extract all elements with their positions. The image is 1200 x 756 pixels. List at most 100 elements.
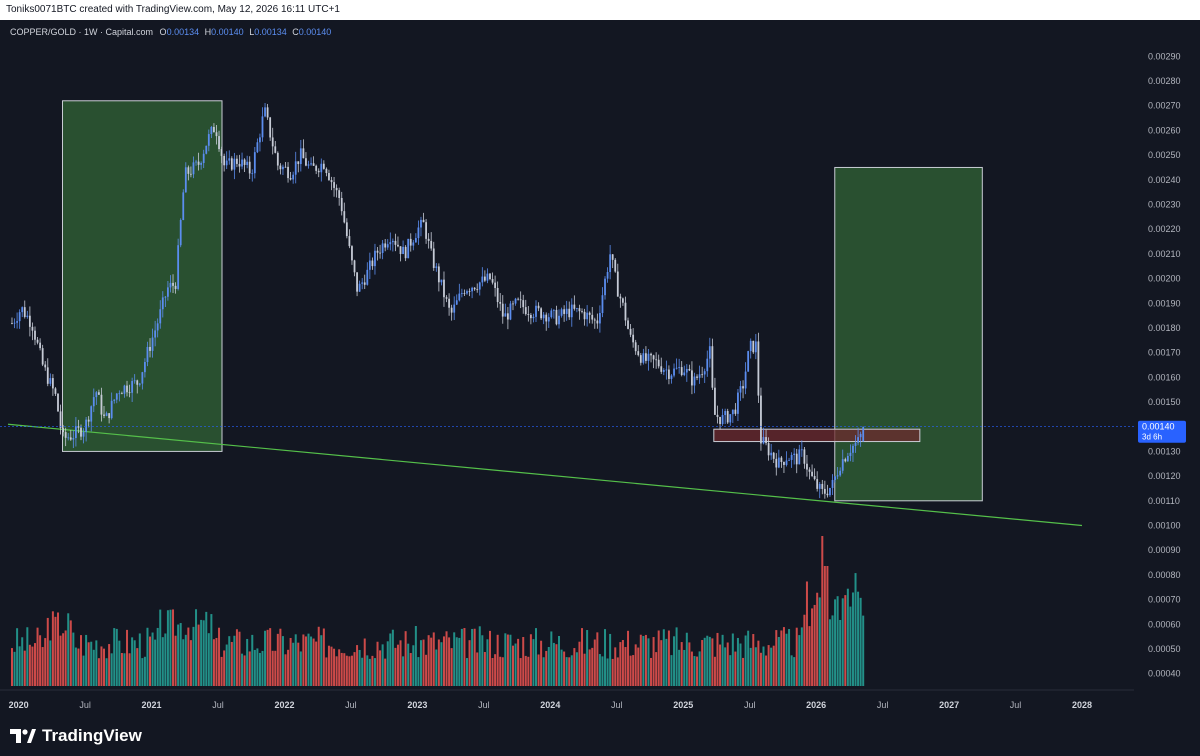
candle-body (156, 323, 159, 331)
candle-body (588, 312, 591, 315)
price-tick-label: 0.00220 (1148, 224, 1181, 234)
tradingview-logo[interactable]: TradingView (10, 726, 142, 746)
volume-bar (609, 633, 612, 686)
red-zone[interactable] (713, 428, 921, 443)
candle-body (197, 161, 200, 165)
tradingview-brand-text: TradingView (42, 726, 142, 745)
time-tick-label: Jul (877, 700, 889, 710)
volume-bar (202, 620, 205, 686)
volume-bar (542, 657, 545, 686)
candle-body (131, 381, 134, 393)
candle-body (522, 300, 525, 308)
volume-bar (205, 611, 208, 686)
candle-body (218, 136, 220, 150)
candle-body (622, 298, 624, 303)
candle-body (747, 351, 750, 372)
volume-bar (67, 613, 70, 686)
chart-area[interactable]: 0.00290 0.00280 0.00270 0.00260 0.00250 0.002… (0, 20, 1200, 716)
price-axis[interactable]: 0.00290 0.00280 0.00270 0.00260 0.00250 0.002… (1134, 20, 1200, 708)
candle-body (335, 187, 338, 191)
price-tick-label: 0.00040 (1148, 669, 1181, 679)
candle-body (604, 278, 606, 296)
volume-bar (16, 628, 19, 686)
volume-bar (276, 633, 279, 686)
volume-bar (458, 637, 461, 686)
candle-body (450, 307, 453, 313)
candle-body (509, 303, 512, 320)
volume-bar (136, 648, 139, 686)
volume-bar (396, 644, 399, 686)
time-tick-label: Jul (611, 700, 623, 710)
volume-bar (402, 656, 405, 686)
time-tick-label: 2026 (806, 700, 826, 710)
candle-body (305, 158, 307, 166)
time-axis[interactable]: 2020 Jul 2021 Jul 2022 Jul 2023 Jul 2024 Jul 2025 J… (0, 689, 1134, 710)
price-tick-label: 0.00130 (1148, 446, 1181, 456)
volume-bar (739, 643, 742, 686)
candle-body (568, 308, 571, 318)
candle-body (788, 459, 790, 461)
candle-body (299, 148, 302, 165)
volume-bar (218, 627, 221, 686)
candle-body (765, 437, 767, 444)
volume-bar (719, 644, 722, 686)
candle-body (269, 117, 272, 138)
candle-body (591, 314, 594, 320)
volume-bar (749, 647, 752, 686)
volume-bar (777, 636, 780, 686)
candle-body (460, 293, 463, 294)
volume-bar (302, 634, 305, 686)
support-trendline[interactable] (7, 423, 1083, 527)
volume-bar (177, 624, 180, 686)
volume-bar (685, 632, 688, 686)
candle-body (683, 372, 686, 376)
candle-body (535, 305, 537, 317)
candle-body (504, 313, 507, 317)
drawing-rectangles[interactable] (61, 100, 983, 502)
volume-bar (478, 626, 481, 686)
volume-bar (310, 636, 313, 686)
candle-body (13, 322, 16, 324)
candle-body (333, 182, 335, 188)
candle-body (292, 174, 295, 180)
candle-body (103, 414, 105, 416)
volume-bar (836, 596, 839, 686)
volume-bar (463, 628, 466, 686)
candle-body (783, 462, 785, 465)
volume-bar (59, 635, 62, 686)
green-zone-right[interactable] (834, 166, 983, 502)
volume-bar (706, 635, 709, 686)
candle-body (210, 126, 213, 135)
green-zone-left[interactable] (61, 100, 223, 452)
price-tick-label: 0.00210 (1148, 249, 1181, 259)
volume-bar (614, 647, 617, 686)
candle-body (545, 314, 548, 322)
volume-bar (678, 649, 681, 686)
volume-bar (844, 595, 847, 686)
candle-body (719, 416, 721, 425)
volume-bar (688, 642, 691, 686)
volume-bar (535, 628, 538, 686)
candle-body (97, 392, 100, 395)
volume-bar (598, 654, 601, 686)
candle-body (854, 442, 857, 446)
candle-body (576, 308, 578, 309)
trendline-layer[interactable] (7, 423, 1083, 527)
candle-body (414, 238, 417, 243)
candle-body (803, 449, 806, 464)
volume-bar (841, 598, 844, 686)
volume-bar (253, 649, 256, 686)
volume-bar (588, 649, 591, 686)
price-tick-label: 0.00150 (1148, 397, 1181, 407)
volume-bar (120, 653, 123, 686)
legend-low-label: L (249, 27, 254, 37)
volume-bar (51, 611, 54, 686)
volume-bar (156, 627, 159, 686)
volume-bar (453, 632, 456, 686)
volume-bar (123, 653, 126, 686)
footer-bar: TradingView (0, 716, 1200, 756)
candle-body (238, 163, 241, 167)
candle-body (639, 355, 642, 363)
volume-bar (450, 648, 453, 686)
candle-body (606, 272, 609, 279)
